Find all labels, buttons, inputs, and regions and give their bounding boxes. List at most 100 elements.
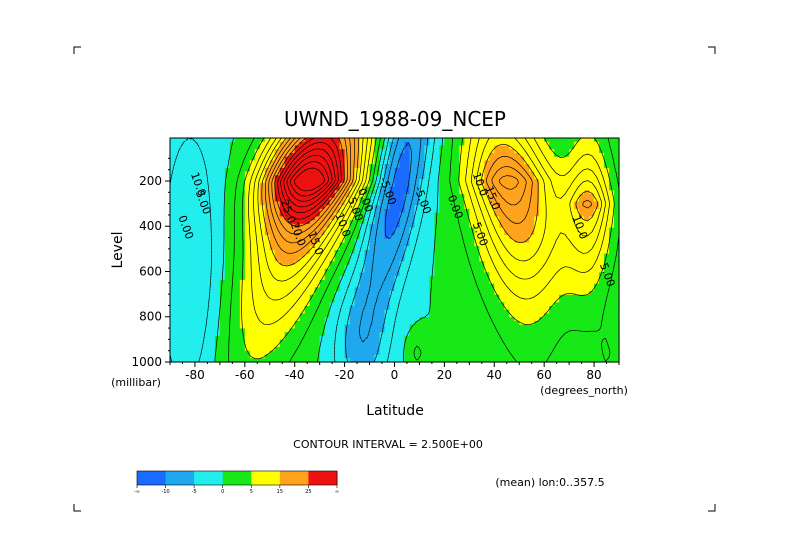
contour-cell (564, 138, 570, 143)
contour-cell (474, 141, 480, 147)
contour-cell (539, 227, 545, 232)
contour-cell (344, 246, 351, 251)
contour-cell (459, 149, 465, 154)
contour-cell (579, 220, 585, 225)
contour-cell (564, 253, 570, 259)
contour-cell (544, 276, 550, 281)
contour-cell (494, 242, 500, 247)
contour-cell (170, 283, 176, 288)
contour-cell (419, 186, 426, 191)
contour-cell (219, 335, 226, 341)
contour-cell (364, 276, 371, 281)
contour-cell (219, 306, 226, 311)
contour-cell (244, 160, 251, 165)
contour-cell (539, 257, 545, 262)
contour-cell (349, 332, 356, 337)
contour-cell (314, 279, 321, 285)
contour-cell (284, 164, 291, 169)
contour-cell (324, 264, 331, 270)
contour-cell (304, 231, 311, 236)
contour-cell (174, 208, 181, 214)
contour-cell (499, 141, 505, 147)
contour-cell (304, 175, 311, 180)
contour-cell (249, 175, 256, 180)
contour-cell (539, 309, 545, 315)
contour-cell (344, 335, 351, 341)
contour-cell (539, 328, 545, 333)
contour-cell (449, 186, 455, 191)
contour-cell (444, 306, 450, 311)
contour-cell (199, 257, 206, 262)
contour-cell (204, 257, 211, 262)
contour-cell (549, 138, 555, 143)
contour-cell (279, 216, 286, 221)
contour-cell (199, 216, 206, 221)
contour-cell (170, 201, 176, 206)
contour-cell (319, 205, 326, 210)
contour-cell (369, 253, 376, 259)
contour-cell (459, 246, 465, 251)
contour-cell (274, 145, 281, 150)
contour-cell (289, 287, 296, 292)
contour-cell (449, 235, 455, 240)
contour-cell (170, 179, 176, 184)
contour-cell (434, 302, 440, 307)
contour-cell (294, 182, 301, 188)
contour-cell (389, 272, 396, 277)
contour-cell (604, 208, 610, 214)
contour-cell (554, 182, 560, 188)
contour-cell (324, 343, 331, 348)
contour-cell (264, 220, 271, 225)
contour-cell (439, 175, 445, 180)
contour-cell (229, 160, 236, 165)
contour-cell (574, 223, 580, 229)
contour-cell (204, 186, 211, 191)
contour-cell (204, 324, 211, 329)
contour-cell (359, 264, 366, 270)
contour-cell (209, 238, 216, 244)
contour-cell (170, 197, 176, 203)
contour-cell (170, 186, 176, 191)
contour-cell (209, 276, 216, 281)
contour-cell (394, 197, 401, 203)
contour-cell (609, 335, 615, 341)
contour-cell (384, 287, 391, 292)
contour-cell (539, 152, 545, 158)
contour-cell (429, 138, 436, 143)
contour-cell (309, 302, 316, 307)
contour-cell (279, 227, 286, 232)
contour-cell (569, 250, 575, 255)
contour-cell (424, 317, 431, 322)
contour-cell (309, 141, 316, 147)
contour-cell (564, 335, 570, 341)
contour-cell (534, 186, 540, 191)
contour-cell (564, 302, 570, 307)
contour-cell (399, 335, 406, 341)
contour-cell (554, 175, 560, 180)
contour-cell (284, 335, 291, 341)
contour-cell (404, 238, 411, 244)
contour-cell (414, 272, 421, 277)
contour-cell (609, 287, 615, 292)
contour-cell (394, 205, 401, 210)
contour-cell (509, 227, 515, 232)
contour-cell (614, 246, 620, 251)
contour-cell (279, 152, 286, 158)
contour-cell (614, 179, 620, 184)
contour-cell (309, 231, 316, 236)
contour-cell (464, 220, 470, 225)
contour-cell (554, 250, 560, 255)
contour-cell (174, 190, 181, 195)
contour-cell (449, 205, 455, 210)
contour-cell (384, 238, 391, 244)
contour-cell (359, 287, 366, 292)
contour-cell (479, 339, 485, 344)
contour-cell (234, 179, 241, 184)
contour-cell (469, 306, 475, 311)
contour-cell (384, 164, 391, 169)
contour-cell (214, 272, 221, 277)
contour-cell (174, 246, 181, 251)
contour-cell (349, 246, 356, 251)
contour-cell (349, 302, 356, 307)
contour-cell (604, 257, 610, 262)
